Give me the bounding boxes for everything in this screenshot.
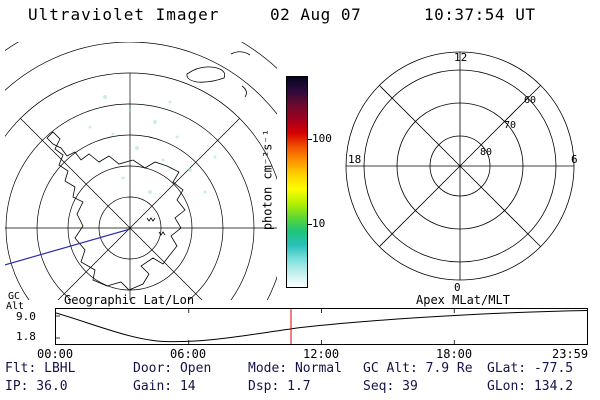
xtick-1800: 18:00 — [436, 347, 473, 361]
mag-plot-caption: Apex MLat/MLT — [416, 293, 510, 307]
altitude-curve — [56, 310, 587, 343]
status-flt: Flt: LBHL — [5, 361, 76, 376]
mlt-label-18: 18 — [348, 153, 361, 166]
status-seq: Seq: 39 — [363, 379, 418, 394]
time-label: 10:37:54 UT — [424, 5, 536, 24]
xtick-1200: 12:00 — [303, 347, 340, 361]
mlt-label-12: 12 — [454, 51, 467, 64]
status-door: Door: Open — [133, 361, 212, 376]
alt-axis-label-line2: Alt — [6, 301, 25, 312]
mlt-label-6: 6 — [571, 153, 578, 166]
mlat-label-60: 60 — [524, 95, 536, 106]
xtick-2359: 23:59 — [552, 347, 589, 361]
xtick-0600: 06:00 — [170, 347, 207, 361]
status-glon: GLon: 134.2 — [487, 379, 574, 394]
geo-plot-caption: Geographic Lat/Lon — [64, 293, 195, 307]
alt-plot-ticks — [56, 309, 455, 344]
colorbar-label: photon cm⁻²s⁻¹ — [260, 129, 275, 231]
antarctica-coastline — [46, 131, 186, 291]
status-dsp: Dsp: 1.7 — [248, 379, 311, 394]
date-label: 02 Aug 07 — [270, 5, 362, 24]
alt-axis-label-line1: GC — [8, 291, 21, 302]
status-gain: Gain: 14 — [133, 379, 196, 394]
xtick-0000: 00:00 — [37, 347, 74, 361]
status-glat: GLat: -77.5 — [487, 361, 574, 376]
status-mode: Mode: Normal — [248, 361, 342, 376]
mlat-label-80: 80 — [480, 147, 492, 158]
magnetic-polar-plot: 12 18 6 0 60 70 80 — [338, 44, 590, 296]
terminator-line — [5, 228, 131, 266]
mlt-label-0: 0 — [454, 281, 461, 294]
airglow-speckles — [88, 95, 217, 194]
mlat-label-70: 70 — [504, 120, 516, 131]
colorbar-gradient — [287, 77, 307, 287]
mlat-grid — [345, 51, 575, 281]
colorbar-tick — [307, 139, 312, 140]
colorbar-tick — [307, 224, 312, 225]
status-gcalt: GC Alt: 7.9 Re — [363, 361, 473, 376]
colorbar — [286, 76, 308, 288]
geographic-polar-plot — [5, 42, 277, 300]
altitude-plot-box — [55, 308, 588, 345]
alt-ytick-top: 9.0 — [16, 310, 36, 323]
status-ip: IP: 36.0 — [5, 379, 68, 394]
alt-ytick-bottom: 1.8 — [16, 330, 36, 343]
app-title: Ultraviolet Imager — [28, 5, 220, 24]
colorbar-tick-high: 100 — [312, 132, 332, 145]
colorbar-tick-low: 10 — [312, 217, 326, 230]
islands-outline — [186, 51, 251, 98]
geo-grid — [5, 42, 277, 300]
